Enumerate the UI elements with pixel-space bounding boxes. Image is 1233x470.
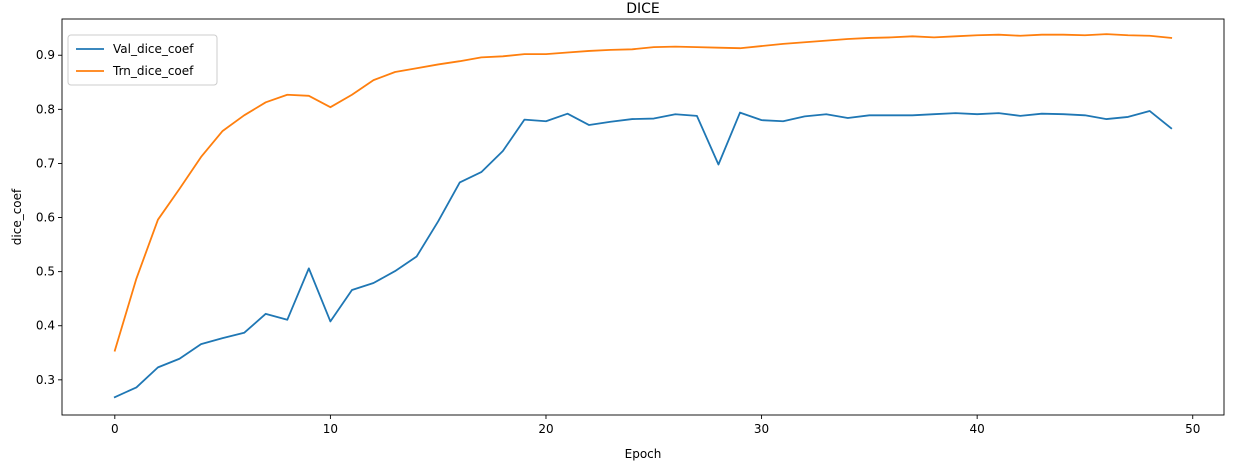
x-tick-label: 20 xyxy=(538,422,553,436)
series-line-1 xyxy=(113,33,1173,352)
legend-label-val: Val_dice_coef xyxy=(113,42,194,56)
y-axis-label: dice_coef xyxy=(10,188,24,245)
legend-label-trn: Trn_dice_coef xyxy=(112,64,194,78)
y-tick-label: 0.8 xyxy=(36,102,55,116)
series-line-0 xyxy=(113,110,1173,399)
legend: Val_dice_coef Trn_dice_coef xyxy=(67,34,218,86)
legend-box xyxy=(67,34,218,86)
x-tick-label: 50 xyxy=(1185,422,1200,436)
x-tick-label: 40 xyxy=(970,422,985,436)
x-tick-label: 0 xyxy=(111,422,119,436)
plot-area xyxy=(62,19,1224,415)
x-tick-label: 30 xyxy=(754,422,769,436)
series-layer xyxy=(113,33,1173,399)
chart-title: DICE xyxy=(626,1,660,17)
y-tick-label: 0.7 xyxy=(36,156,55,170)
x-axis-ticks: 0 10 20 30 40 50 xyxy=(111,415,1200,436)
y-tick-label: 0.3 xyxy=(36,373,55,387)
y-tick-label: 0.6 xyxy=(36,211,55,225)
y-tick-label: 0.4 xyxy=(36,319,55,333)
x-tick-label: 10 xyxy=(323,422,338,436)
y-tick-label: 0.9 xyxy=(36,48,55,62)
x-axis-label: Epoch xyxy=(625,447,662,461)
plot-frame xyxy=(61,18,1225,416)
y-tick-label: 0.5 xyxy=(36,265,55,279)
y-axis-ticks: 0.3 0.4 0.5 0.6 0.7 0.8 0.9 xyxy=(36,48,62,387)
